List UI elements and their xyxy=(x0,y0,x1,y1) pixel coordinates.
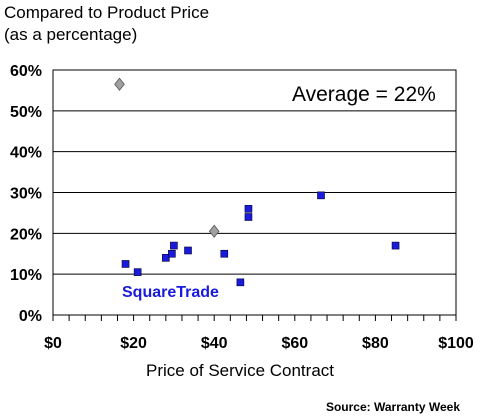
data-point-square xyxy=(317,191,325,200)
data-point-square xyxy=(121,260,130,268)
y-tick-label: 0% xyxy=(19,308,42,325)
data-point-square xyxy=(170,241,178,250)
data-point-square xyxy=(391,241,400,250)
y-axis-title-line-2: (as a percentage) xyxy=(4,25,138,44)
data-point-square xyxy=(244,205,253,213)
y-tick-labels: 0% 10% 20% 30% 40% 50% 60% xyxy=(10,63,42,325)
x-tick-label: $40 xyxy=(201,335,228,352)
source-note: Source: Warranty Week xyxy=(325,400,460,414)
y-tick-label: 10% xyxy=(10,267,42,284)
data-point-square xyxy=(168,249,176,258)
data-point-square xyxy=(220,249,229,258)
y-tick-label: 60% xyxy=(10,63,42,80)
data-points xyxy=(114,77,400,287)
average-annotation: Average = 22% xyxy=(292,83,436,106)
y-tick-label: 50% xyxy=(10,104,42,121)
y-tick-label: 20% xyxy=(10,226,42,243)
x-axis-title: Price of Service Contract xyxy=(145,361,334,380)
squaretrade-label: SquareTrade xyxy=(122,284,219,301)
data-point-diamond xyxy=(114,77,125,91)
x-minor-ticks xyxy=(52,315,457,321)
x-tick-label: $80 xyxy=(362,335,389,352)
y-axis-title-line-1: Compared to Product Price xyxy=(4,3,210,22)
data-point-diamond xyxy=(208,224,220,238)
gridlines xyxy=(53,110,456,275)
x-tick-labels: $0 $20 $40 $60 $80 $100 xyxy=(44,335,474,352)
x-tick-label: $0 xyxy=(44,335,62,352)
data-point-square xyxy=(133,268,142,276)
x-tick-label: $20 xyxy=(120,335,147,352)
data-point-square xyxy=(236,278,245,287)
x-tick-label: $60 xyxy=(281,335,308,352)
y-tick-label: 30% xyxy=(10,186,42,203)
y-axis-title: Compared to Product Price (as a percenta… xyxy=(4,2,209,46)
data-point-square xyxy=(184,246,192,255)
data-point-square xyxy=(244,213,253,221)
data-point-square xyxy=(162,254,170,262)
x-tick-label: $100 xyxy=(438,335,474,352)
y-tick-label: 40% xyxy=(10,145,42,162)
plot-area xyxy=(52,69,457,316)
